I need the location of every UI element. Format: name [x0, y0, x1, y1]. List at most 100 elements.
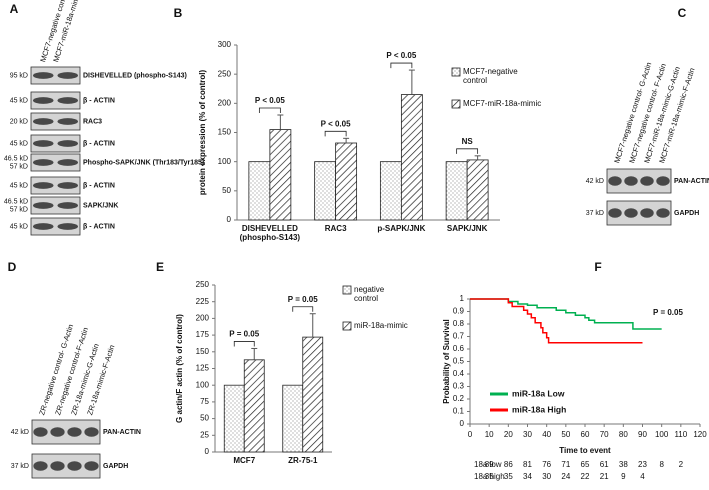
panel-letter: A: [10, 2, 19, 16]
x-tick-label: 20: [504, 430, 513, 439]
y-tick-label: 0.6: [453, 344, 465, 353]
error-bar: [343, 137, 350, 143]
error-bar: [277, 114, 284, 130]
legend-label: MCF7-negative control: [463, 67, 518, 85]
x-tick-label: ZR-75-1: [288, 456, 318, 465]
panel-letter: F: [594, 260, 601, 274]
size-label: 57 kD: [10, 163, 28, 170]
risk-value: 30: [542, 472, 551, 481]
bracket: [456, 148, 479, 154]
error-bar: [408, 69, 415, 95]
y-tick-label: 0.5: [453, 357, 465, 366]
blot-band: [656, 176, 670, 186]
risk-value: 89: [485, 460, 494, 469]
x-tick-label: SAPK/JNK: [446, 224, 488, 233]
risk-label: 18a low: [474, 460, 502, 469]
legend-label: miR-18a-mimic: [354, 321, 408, 330]
bar: [379, 161, 402, 221]
x-tick-label-box: MCF7: [233, 456, 256, 465]
x-tick-label: 10: [485, 430, 494, 439]
blot-band: [640, 176, 654, 186]
blot-band: [57, 140, 79, 147]
blot-band: [50, 427, 65, 437]
y-tick-label: 50: [200, 414, 209, 423]
risk-value: 38: [619, 460, 628, 469]
blot-band: [33, 427, 48, 437]
blot-band: [33, 461, 48, 471]
panel-letter: D: [8, 260, 17, 274]
legend-label: miR-18a Low: [512, 388, 565, 398]
protein-label: GAPDH: [674, 210, 699, 217]
x-tick-label: p-SAPK/JNK: [377, 224, 426, 233]
bar: [243, 359, 265, 453]
blot-band: [32, 159, 54, 166]
blot-band: [57, 97, 79, 104]
blot-strip: [30, 66, 81, 85]
size-label: 20 kD: [10, 118, 28, 125]
x-tick-label-box: ZR-75-1: [288, 456, 318, 465]
y-tick-label: 150: [218, 128, 232, 137]
size-label: 57 kD: [10, 206, 28, 213]
risk-label: 18a high: [474, 472, 505, 481]
blot-strip: [30, 134, 81, 153]
y-tick-label: 225: [196, 297, 210, 306]
annotation: P = 0.05: [288, 295, 318, 304]
protein-label: DISHEVELLED (phospho-S143): [83, 72, 187, 79]
y-tick-label: 0.7: [453, 332, 465, 341]
protein-label: Phospho-SAPK/JNK (Thr183/Tyr185): [83, 159, 204, 166]
blot-band: [32, 202, 54, 209]
blot-strip: [30, 91, 81, 110]
y-tick-label: 300: [218, 40, 232, 49]
blot-band: [67, 427, 82, 437]
y-tick-label: 0.8: [453, 319, 465, 328]
risk-value: 21: [600, 472, 609, 481]
size-label: 46.5 kD: [4, 155, 28, 162]
x-tick-label: 40: [542, 430, 551, 439]
y-tick-label: 0.4: [453, 369, 465, 378]
bar: [302, 336, 324, 453]
bracket: [390, 62, 413, 69]
x-tick-label: DISHEVELLED (phospho-S143): [239, 224, 301, 242]
blot-band: [57, 72, 79, 79]
panel-letter: E: [156, 260, 164, 274]
blot-band: [32, 182, 54, 189]
blot-band: [57, 159, 79, 166]
annotation: P = 0.05: [653, 308, 683, 317]
x-axis-label: Time to event: [559, 446, 611, 455]
y-axis-label: G actin/F actin (% of control): [175, 314, 184, 423]
bar: [335, 142, 358, 221]
size-label: 45 kD: [10, 182, 28, 189]
x-tick-label: MCF7: [233, 456, 256, 465]
blot-band: [640, 208, 654, 218]
legend-swatch: [342, 321, 352, 331]
x-tick-label-box: RAC3: [324, 224, 347, 233]
annotation: P = 0.05: [229, 330, 259, 339]
blot-band: [50, 461, 65, 471]
y-axis-label: protein expression (% of control): [198, 69, 207, 195]
risk-value: 65: [581, 460, 590, 469]
bar: [248, 161, 271, 221]
panel-letter: B: [174, 6, 183, 20]
error-bar: [474, 155, 481, 160]
survival-curve: [470, 298, 643, 344]
risk-value: 8: [659, 460, 664, 469]
x-tick-label: 50: [561, 430, 570, 439]
x-tick-label: RAC3: [324, 224, 347, 233]
legend-label: negative control: [354, 285, 385, 303]
annotation: P < 0.05: [386, 51, 416, 60]
y-tick-label: 25: [200, 430, 209, 439]
protein-label: β - ACTIN: [83, 182, 115, 189]
x-tick-label: 60: [581, 430, 590, 439]
risk-value: 81: [523, 460, 532, 469]
size-label: 45 kD: [10, 223, 28, 230]
bracket: [292, 306, 314, 312]
risk-value: 4: [640, 472, 645, 481]
risk-value: 61: [600, 460, 609, 469]
risk-value: 22: [581, 472, 590, 481]
size-label: 37 kD: [586, 210, 604, 217]
bar: [466, 159, 489, 221]
protein-label: β - ACTIN: [83, 140, 115, 147]
blot-band: [57, 118, 79, 125]
x-tick-label-box: DISHEVELLED (phospho-S143): [239, 224, 301, 242]
blot-band: [32, 140, 54, 147]
